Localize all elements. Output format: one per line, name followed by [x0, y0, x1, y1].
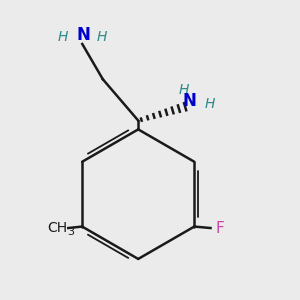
Text: CH: CH [48, 221, 68, 235]
Text: H: H [58, 30, 68, 44]
Text: F: F [216, 220, 224, 236]
Text: N: N [76, 26, 90, 44]
Text: H: H [179, 82, 189, 97]
Text: 3: 3 [67, 226, 74, 237]
Text: N: N [183, 92, 197, 110]
Text: H: H [97, 30, 107, 44]
Text: H: H [205, 98, 215, 111]
